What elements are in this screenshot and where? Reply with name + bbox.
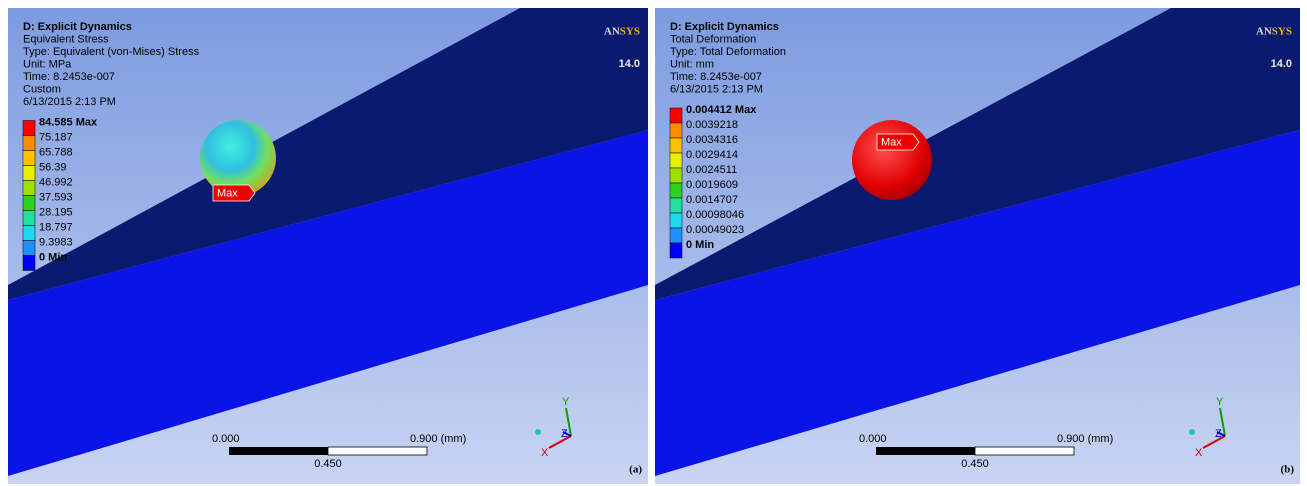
result-info: Time: 8.2453e-007 [670, 71, 762, 83]
result-info: Custom [23, 83, 61, 95]
scale-bar-black [876, 447, 975, 455]
legend-swatch [670, 198, 682, 213]
max-tag: Max [881, 136, 902, 148]
legend-swatch [670, 183, 682, 198]
figure: D: Explicit DynamicsEquivalent StressTyp… [0, 0, 1307, 486]
legend-label: 0.004412 Max [686, 104, 757, 116]
legend-swatch [670, 168, 682, 183]
sphere [852, 120, 932, 200]
legend-swatch [670, 228, 682, 243]
legend-swatch [670, 243, 682, 258]
result-info: Type: Equivalent (von-Mises) Stress [23, 46, 200, 58]
legend-label: 28.195 [39, 206, 73, 218]
legend-swatch [23, 181, 35, 196]
legend-swatch [670, 213, 682, 228]
max-tag: Max [217, 187, 238, 199]
axis-y-label: Y [562, 396, 570, 408]
triad-dot [535, 429, 541, 435]
ansys-logo: ANSYS [604, 26, 640, 38]
legend-swatch [23, 136, 35, 151]
legend-label: 18.797 [39, 221, 73, 233]
legend-swatch [23, 196, 35, 211]
legend-swatch [23, 241, 35, 256]
legend-swatch [670, 153, 682, 168]
panel-label: (a) [629, 464, 642, 476]
legend-label: 84.585 Max [39, 116, 98, 128]
result-info: 6/13/2015 2:13 PM [23, 96, 116, 108]
result-info: Time: 8.2453e-007 [23, 71, 115, 83]
scale-left: 0.000 [859, 433, 887, 445]
legend-label: 37.593 [39, 191, 73, 203]
result-title: D: Explicit Dynamics [23, 21, 132, 33]
legend-label: 0.0034316 [686, 134, 738, 146]
result-info: Unit: MPa [23, 58, 72, 70]
scale-mid: 0.450 [961, 458, 989, 470]
legend-swatch [23, 211, 35, 226]
scale-mid: 0.450 [314, 458, 342, 470]
legend-swatch [23, 256, 35, 271]
scale-right: 0.900 (mm) [410, 433, 466, 445]
legend-label: 0.0024511 [686, 164, 737, 176]
legend-label: 56.39 [39, 161, 67, 173]
scale-bar-white [975, 447, 1074, 455]
legend-label: 0.0014707 [686, 194, 738, 206]
axis-z-label: Z [561, 428, 568, 440]
legend-label: 46.992 [39, 176, 73, 188]
result-info: Type: Total Deformation [670, 46, 786, 58]
legend-label: 0.00049023 [686, 224, 744, 236]
legend-swatch [23, 121, 35, 136]
legend-label: 0.0039218 [686, 119, 738, 131]
legend-swatch [670, 138, 682, 153]
legend-label: 0 Min [686, 239, 714, 251]
legend-label: 0.00098046 [686, 209, 744, 221]
legend-swatch [23, 151, 35, 166]
scale-bar-black [229, 447, 328, 455]
scale-bar-white [328, 447, 427, 455]
result-info: 6/13/2015 2:13 PM [670, 83, 763, 95]
legend-label: 65.788 [39, 146, 73, 158]
triad-dot [1189, 429, 1195, 435]
ansys-logo: ANSYS [1256, 26, 1292, 38]
ansys-version: 14.0 [1271, 58, 1292, 70]
axis-x-label: X [541, 447, 549, 459]
result-info: Unit: mm [670, 58, 714, 70]
legend-label: 75.187 [39, 131, 73, 143]
legend-label: 0.0019609 [686, 179, 738, 191]
legend-swatch [670, 108, 682, 123]
result-info: Total Deformation [670, 33, 756, 45]
scale-left: 0.000 [212, 433, 240, 445]
legend-label: 0.0029414 [686, 149, 738, 161]
legend-label: 9.3983 [39, 236, 73, 248]
axis-x-label: X [1195, 447, 1203, 459]
legend-swatch [23, 166, 35, 181]
result-info: Equivalent Stress [23, 33, 109, 45]
scale-right: 0.900 (mm) [1057, 433, 1113, 445]
legend-label: 0 Min [39, 251, 67, 263]
axis-y-label: Y [1216, 396, 1224, 408]
result-title: D: Explicit Dynamics [670, 21, 779, 33]
legend-swatch [670, 123, 682, 138]
ansys-version: 14.0 [619, 58, 640, 70]
axis-z-label: Z [1215, 428, 1222, 440]
panel-label: (b) [1281, 464, 1295, 476]
legend-swatch [23, 226, 35, 241]
